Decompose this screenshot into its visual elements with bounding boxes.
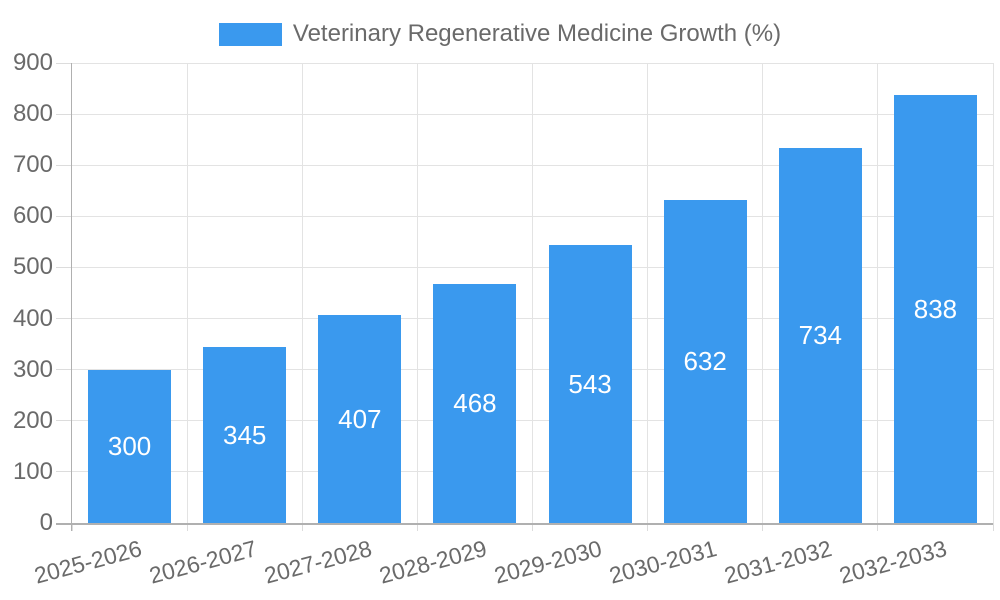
y-tick-label: 600 bbox=[12, 202, 53, 230]
bar[interactable] bbox=[203, 346, 287, 523]
x-tick-label: 2026-2027 bbox=[146, 535, 260, 589]
bar[interactable] bbox=[893, 94, 977, 523]
y-tick-mark bbox=[56, 62, 72, 64]
y-tick-mark bbox=[56, 471, 72, 473]
bar[interactable] bbox=[548, 245, 632, 523]
y-tick-mark bbox=[56, 420, 72, 422]
x-grid-line bbox=[301, 63, 303, 523]
y-tick-label: 800 bbox=[12, 100, 53, 128]
legend[interactable]: Veterinary Regenerative Medicine Growth … bbox=[0, 20, 1000, 47]
x-tick-mark bbox=[877, 523, 879, 531]
bar[interactable] bbox=[663, 199, 747, 523]
y-tick-mark bbox=[56, 266, 72, 268]
bar[interactable] bbox=[778, 147, 862, 523]
x-tick-label: 2027-2028 bbox=[261, 535, 375, 589]
y-tick-label: 100 bbox=[12, 457, 53, 485]
bar-value-label: 300 bbox=[107, 431, 152, 462]
bar[interactable] bbox=[88, 369, 172, 523]
x-axis-line bbox=[56, 523, 993, 525]
x-grid-line bbox=[992, 63, 994, 523]
bar-value-label: 345 bbox=[222, 419, 267, 450]
x-tick-mark bbox=[532, 523, 533, 531]
x-tick-mark bbox=[301, 523, 303, 531]
y-tick-mark bbox=[56, 318, 72, 320]
y-tick-label: 300 bbox=[12, 355, 53, 383]
bar-value-label: 632 bbox=[683, 346, 727, 377]
y-tick-mark bbox=[56, 369, 72, 371]
y-tick-label: 900 bbox=[12, 49, 53, 76]
bar-value-label: 407 bbox=[338, 403, 382, 434]
y-tick-label: 400 bbox=[12, 304, 53, 332]
bar-value-label: 734 bbox=[798, 320, 843, 351]
x-tick-label: 2032-2033 bbox=[836, 535, 950, 589]
x-grid-line bbox=[532, 63, 533, 523]
x-tick-label: 2025-2026 bbox=[31, 535, 145, 589]
x-tick-mark bbox=[416, 523, 418, 531]
y-tick-mark bbox=[56, 215, 72, 217]
bar[interactable] bbox=[433, 283, 517, 523]
x-tick-label: 2030-2031 bbox=[606, 535, 720, 589]
y-tick-label: 500 bbox=[12, 253, 53, 281]
x-grid-line bbox=[877, 63, 879, 523]
x-grid-line bbox=[186, 63, 188, 523]
legend-label: Veterinary Regenerative Medicine Growth … bbox=[292, 20, 782, 47]
y-tick-label: 200 bbox=[12, 406, 53, 434]
x-grid-line bbox=[647, 63, 649, 523]
x-tick-mark bbox=[71, 523, 73, 531]
x-tick-mark bbox=[762, 523, 764, 531]
x-tick-label: 2031-2032 bbox=[721, 535, 835, 589]
x-tick-label: 2028-2029 bbox=[376, 535, 490, 589]
y-tick-mark bbox=[56, 164, 72, 166]
x-tick-mark bbox=[186, 523, 188, 531]
y-axis-line bbox=[71, 63, 72, 531]
legend-swatch bbox=[218, 22, 282, 46]
x-tick-mark bbox=[992, 523, 994, 531]
y-tick-mark bbox=[56, 113, 72, 115]
x-grid-line bbox=[416, 63, 418, 523]
y-tick-label: 0 bbox=[39, 509, 53, 536]
bar-value-label: 468 bbox=[453, 388, 497, 419]
x-grid-line bbox=[762, 63, 764, 523]
x-tick-label: 2029-2030 bbox=[491, 535, 605, 589]
y-tick-label: 700 bbox=[12, 151, 53, 179]
bar-value-label: 543 bbox=[568, 369, 612, 400]
x-tick-mark bbox=[647, 523, 649, 531]
bar-value-label: 838 bbox=[913, 293, 958, 324]
bar[interactable] bbox=[318, 314, 402, 523]
